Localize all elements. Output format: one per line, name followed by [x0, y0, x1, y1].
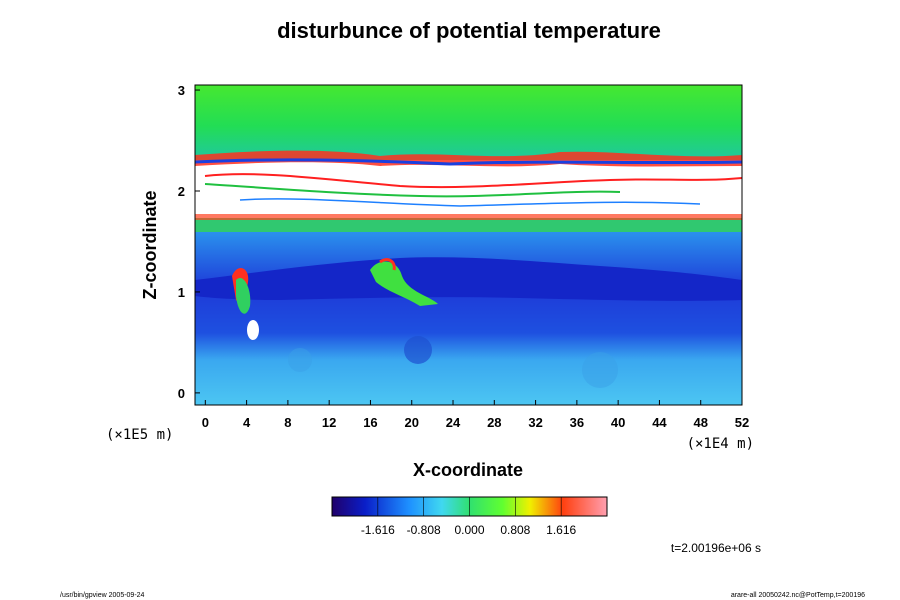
- field-transition-band: [195, 218, 742, 232]
- chart-title: disturbunce of potential temperature: [277, 18, 661, 43]
- x-tick-label: 24: [446, 415, 461, 430]
- x-tick-label: 20: [405, 415, 419, 430]
- y-axis-label: Z-coordinate: [140, 190, 160, 299]
- field-warm-streak: [195, 212, 742, 220]
- field-eddy-3: [288, 348, 312, 372]
- x-tick-label: 36: [570, 415, 584, 430]
- field-streak-1: [204, 173, 742, 189]
- x-tick-label: 32: [528, 415, 542, 430]
- footer-right: arare-all 20050242.nc@PotTemp,t=200196: [731, 592, 865, 599]
- y-scale-label: (×1E5 m): [106, 427, 173, 443]
- x-tick-label: 28: [487, 415, 501, 430]
- field-streak-3: [239, 198, 701, 207]
- x-tick-label: 0: [202, 415, 209, 430]
- x-tick-label: 48: [693, 415, 707, 430]
- colorbar-tick-label: 1.616: [546, 523, 576, 537]
- y-tick-label: 0: [178, 386, 185, 401]
- colorbar-ticks: -1.616 -0.808 0.000 0.808 1.616: [361, 497, 577, 537]
- x-tick-label: 8: [284, 415, 291, 430]
- heatmap-field: [195, 85, 742, 405]
- x-axis: 0 4 8 12 16 20 24 28 32 36 40 44 48 52: [202, 400, 749, 430]
- plot-frame: [194, 84, 743, 406]
- field-eddy-2: [582, 352, 618, 388]
- x-tick-label: 4: [243, 415, 251, 430]
- x-tick-label: 16: [363, 415, 377, 430]
- field-upper-layer: [195, 85, 742, 160]
- x-tick-label: 40: [611, 415, 625, 430]
- x-scale-label: (×1E4 m): [687, 436, 754, 452]
- field-plume-mid-hot: [379, 258, 396, 271]
- y-axis: 0 1 2 3: [178, 83, 200, 401]
- field-eddy-1: [404, 336, 432, 364]
- field-plume-left-body: [236, 278, 251, 314]
- x-tick-label: 44: [652, 415, 667, 430]
- colorbar-tick-label: -1.616: [361, 523, 395, 537]
- y-tick-label: 3: [178, 83, 185, 98]
- colorbar-tick-label: 0.808: [500, 523, 530, 537]
- time-label: t=2.00196e+06 s: [671, 541, 761, 555]
- field-plume-mid: [370, 261, 438, 306]
- field-streak-2: [204, 183, 621, 198]
- x-axis-label: X-coordinate: [413, 460, 523, 480]
- field-ridge-outline: [195, 158, 742, 166]
- colorbar-tick-label: 0.000: [454, 523, 484, 537]
- x-tick-label: 12: [322, 415, 336, 430]
- y-tick-label: 2: [178, 184, 185, 199]
- field-lower-layer: [195, 225, 742, 405]
- y-tick-label: 1: [178, 285, 185, 300]
- footer-left: /usr/bin/gpview 2005-09-24: [60, 592, 145, 599]
- field-cold-band: [195, 257, 742, 301]
- x-tick-label: 52: [735, 415, 749, 430]
- colorbar-tick-label: -0.808: [407, 523, 441, 537]
- field-bubble-white: [247, 320, 259, 340]
